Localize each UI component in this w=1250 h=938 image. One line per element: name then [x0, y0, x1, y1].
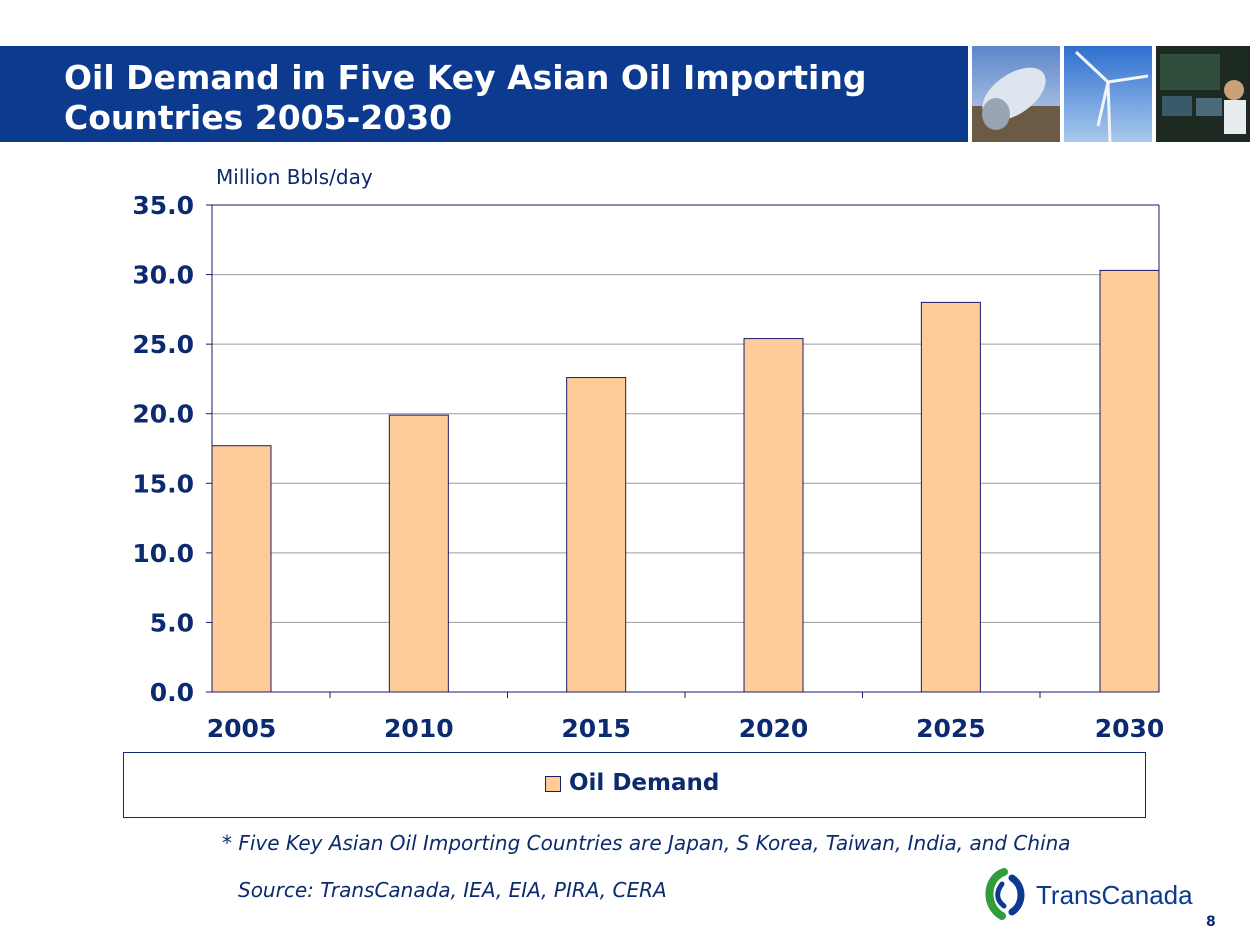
legend-swatch — [545, 776, 561, 792]
x-tick-label: 2020 — [739, 714, 809, 743]
y-tick-label: 15.0 — [132, 469, 194, 498]
y-tick-label: 25.0 — [132, 330, 194, 359]
wind-turbine-photo — [1064, 46, 1152, 142]
bar-2010 — [388, 414, 449, 693]
pipeline-photo — [972, 46, 1060, 142]
y-tick-label: 0.0 — [150, 678, 194, 707]
y-tick-label: 5.0 — [150, 608, 194, 637]
source-note: Source: TransCanada, IEA, EIA, PIRA, CER… — [238, 878, 667, 902]
title-bar — [0, 46, 968, 142]
x-tick-label: 2025 — [916, 714, 986, 743]
x-tick-label: 2015 — [561, 714, 631, 743]
control-room-photo — [1156, 46, 1250, 142]
page-title: Oil Demand in Five Key Asian Oil Importi… — [64, 58, 867, 137]
x-tick-label: 2010 — [384, 714, 454, 743]
y-axis-unit-label: Million Bbls/day — [216, 165, 373, 189]
bar-2020 — [743, 338, 804, 693]
bar-2015 — [566, 377, 627, 693]
y-tick-label: 35.0 — [132, 191, 194, 220]
bar-2030 — [1099, 269, 1160, 693]
transcanada-logo-icon — [985, 868, 1025, 920]
x-tick-label: 2030 — [1095, 714, 1165, 743]
legend-label: Oil Demand — [569, 770, 720, 796]
y-tick-label: 20.0 — [132, 400, 194, 429]
legend — [123, 752, 1146, 818]
bar-chart: 0.0 5.0 10.0 15.0 20.0 25.0 30.0 35.0 2005 2010 20… — [132, 191, 1165, 743]
page-number: 8 — [1206, 914, 1216, 930]
footnote: * Five Key Asian Oil Importing Countries… — [222, 831, 1071, 855]
bar-2005 — [211, 445, 272, 693]
y-tick-label: 30.0 — [132, 261, 194, 290]
header-photos — [972, 46, 1250, 142]
y-tick-label: 10.0 — [132, 539, 194, 568]
x-tick-label: 2005 — [207, 714, 277, 743]
logo-text: TransCanada — [1036, 880, 1193, 910]
bar-2025 — [920, 301, 981, 693]
